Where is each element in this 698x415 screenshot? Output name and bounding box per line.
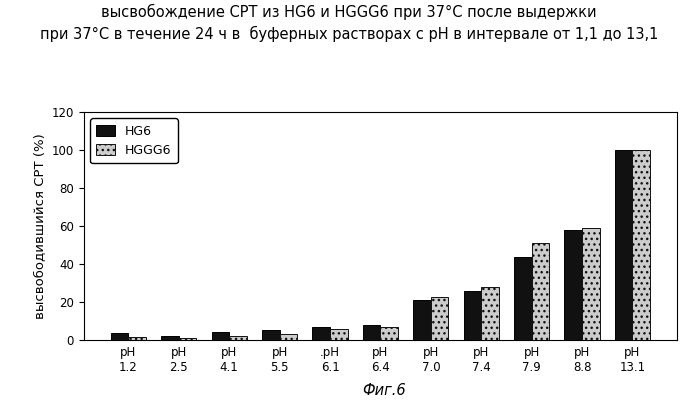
Bar [211,332,229,340]
Bar [313,327,330,340]
Bar [179,338,196,340]
Bar [363,325,380,340]
Y-axis label: высвободившийся СРТ (%): высвободившийся СРТ (%) [33,133,46,319]
Bar [532,243,549,340]
Bar [431,297,448,340]
Bar [111,333,128,340]
Bar [632,150,650,340]
Bar [330,329,348,340]
Bar [565,230,582,340]
Bar [161,336,179,340]
Bar [463,291,481,340]
Bar [615,150,632,340]
Bar [280,334,297,340]
Text: Фиг.6: Фиг.6 [362,383,406,398]
Bar [413,300,431,340]
Legend: HG6, HGGG6: HG6, HGGG6 [90,118,178,163]
Text: высвобождение СРТ из HG6 и HGGG6 при 37°С после выдержки
при 37°С в течение 24 ч: высвобождение СРТ из HG6 и HGGG6 при 37°… [40,4,658,42]
Bar [380,327,398,340]
Bar [514,256,532,340]
Bar [262,330,280,340]
Bar [481,287,499,340]
Bar [229,337,247,340]
Bar [582,228,600,340]
Bar [128,337,146,340]
